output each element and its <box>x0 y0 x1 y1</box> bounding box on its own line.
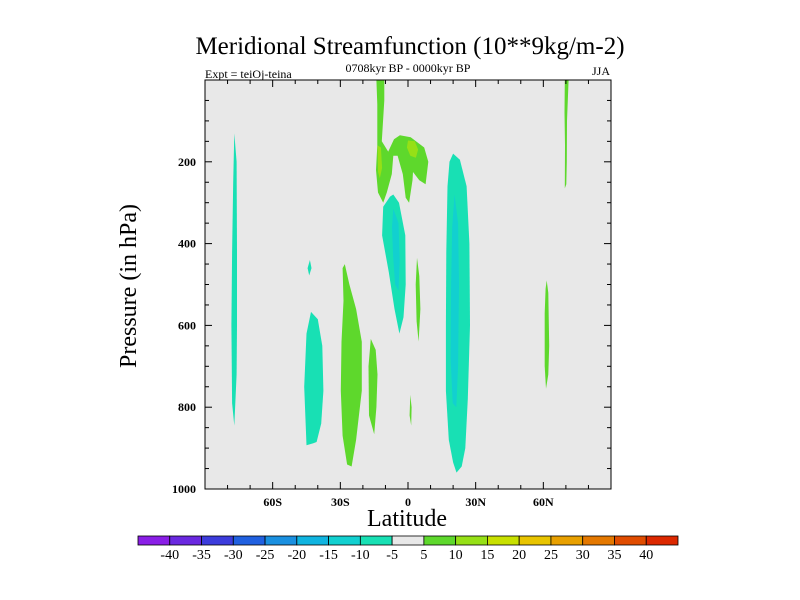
x-tick-label: 60S <box>263 495 282 509</box>
colorbar-label: -30 <box>224 548 243 563</box>
colorbar-label: 40 <box>639 548 653 563</box>
y-tick-label: 600 <box>178 318 196 332</box>
region-sh-midlat-neg-small <box>307 260 312 276</box>
colorbar <box>137 535 679 546</box>
region-equator-negative-core <box>392 208 400 291</box>
region-sh-subtropic-positive <box>340 264 362 467</box>
colorbar-label: 15 <box>480 548 494 563</box>
colorbar-swatch <box>614 535 647 546</box>
x-tick-label: 30S <box>331 495 350 509</box>
region-equator-positive-sliver <box>415 257 421 342</box>
y-tick-label: 200 <box>178 155 196 169</box>
y-axis-ticks: 200 400 600 800 1000 <box>172 99 611 496</box>
colorbar-swatch <box>518 535 552 546</box>
colorbar-swatch <box>137 535 171 546</box>
y-tick-label: 400 <box>178 237 196 251</box>
colorbar-label: -25 <box>256 548 275 563</box>
colorbar-label: -40 <box>160 548 179 563</box>
chart-title: Meridional Streamfunction (10**9kg/m-2) <box>195 33 624 60</box>
colorbar-swatch <box>296 535 329 546</box>
colorbar-swatch <box>550 535 584 546</box>
colorbar-label: -35 <box>192 548 211 563</box>
region-sh-high-lat-negative <box>231 133 237 426</box>
x-axis-ticks: 60S 30S 0 30N 60N <box>227 80 589 509</box>
colorbar-label: -10 <box>351 548 370 563</box>
colorbar-labels: -40 -35 -30 -25 -20 -15 -10 -5 5 10 15 20 25 30 35 40 <box>160 548 653 563</box>
x-axis-label: Latitude <box>367 506 447 532</box>
colorbar-swatch <box>455 535 488 546</box>
colorbar-swatch <box>169 535 202 546</box>
region-sh-subtropic-positive-b <box>368 338 378 435</box>
colorbar-swatch <box>391 535 425 546</box>
colorbar-label: 25 <box>544 548 558 563</box>
colorbar-swatch <box>487 535 520 546</box>
y-tick-label: 800 <box>178 400 196 414</box>
x-tick-label: 60N <box>533 495 554 509</box>
colorbar-swatch <box>359 535 393 546</box>
colorbar-label: 30 <box>576 548 590 563</box>
region-nh-midlat-positive <box>544 280 550 389</box>
region-sh-midlat-negative <box>304 311 324 446</box>
colorbar-label: 5 <box>420 548 427 563</box>
colorbar-swatch <box>582 535 615 546</box>
colorbar-label: -5 <box>386 548 398 563</box>
colorbar-swatch <box>328 535 361 546</box>
region-nh-high-lat-positive <box>564 80 569 189</box>
region-nh-tropic-negative-core <box>450 194 459 408</box>
colorbar-label: -20 <box>287 548 306 563</box>
colorbar-label: 10 <box>449 548 463 563</box>
experiment-label: Expt = teiOj-teina <box>205 67 292 81</box>
colorbar-swatch <box>232 535 266 546</box>
colorbar-label: 35 <box>607 548 621 563</box>
colorbar-swatch <box>423 535 457 546</box>
colorbar-label: 20 <box>512 548 526 563</box>
x-tick-label: 0 <box>405 495 411 509</box>
y-tick-label: 1000 <box>172 482 196 496</box>
region-equator-lower-positive-sliver <box>409 394 412 426</box>
region-equator-upper-positive-core-b <box>406 140 419 158</box>
season-label: JJA <box>592 64 610 78</box>
colorbar-label: -15 <box>319 548 338 563</box>
colorbar-swatch <box>201 535 234 546</box>
colorbar-swatch <box>264 535 298 546</box>
region-equator-upper-positive <box>376 80 429 203</box>
y-axis-label: Pressure (in hPa) <box>116 204 142 368</box>
region-equator-upper-positive-core-a <box>377 145 383 179</box>
contour-regions <box>231 80 569 473</box>
colorbar-swatch <box>645 535 679 546</box>
x-tick-label: 30N <box>465 495 486 509</box>
chart-subtitle: 0708kyr BP - 0000kyr BP <box>346 61 471 75</box>
